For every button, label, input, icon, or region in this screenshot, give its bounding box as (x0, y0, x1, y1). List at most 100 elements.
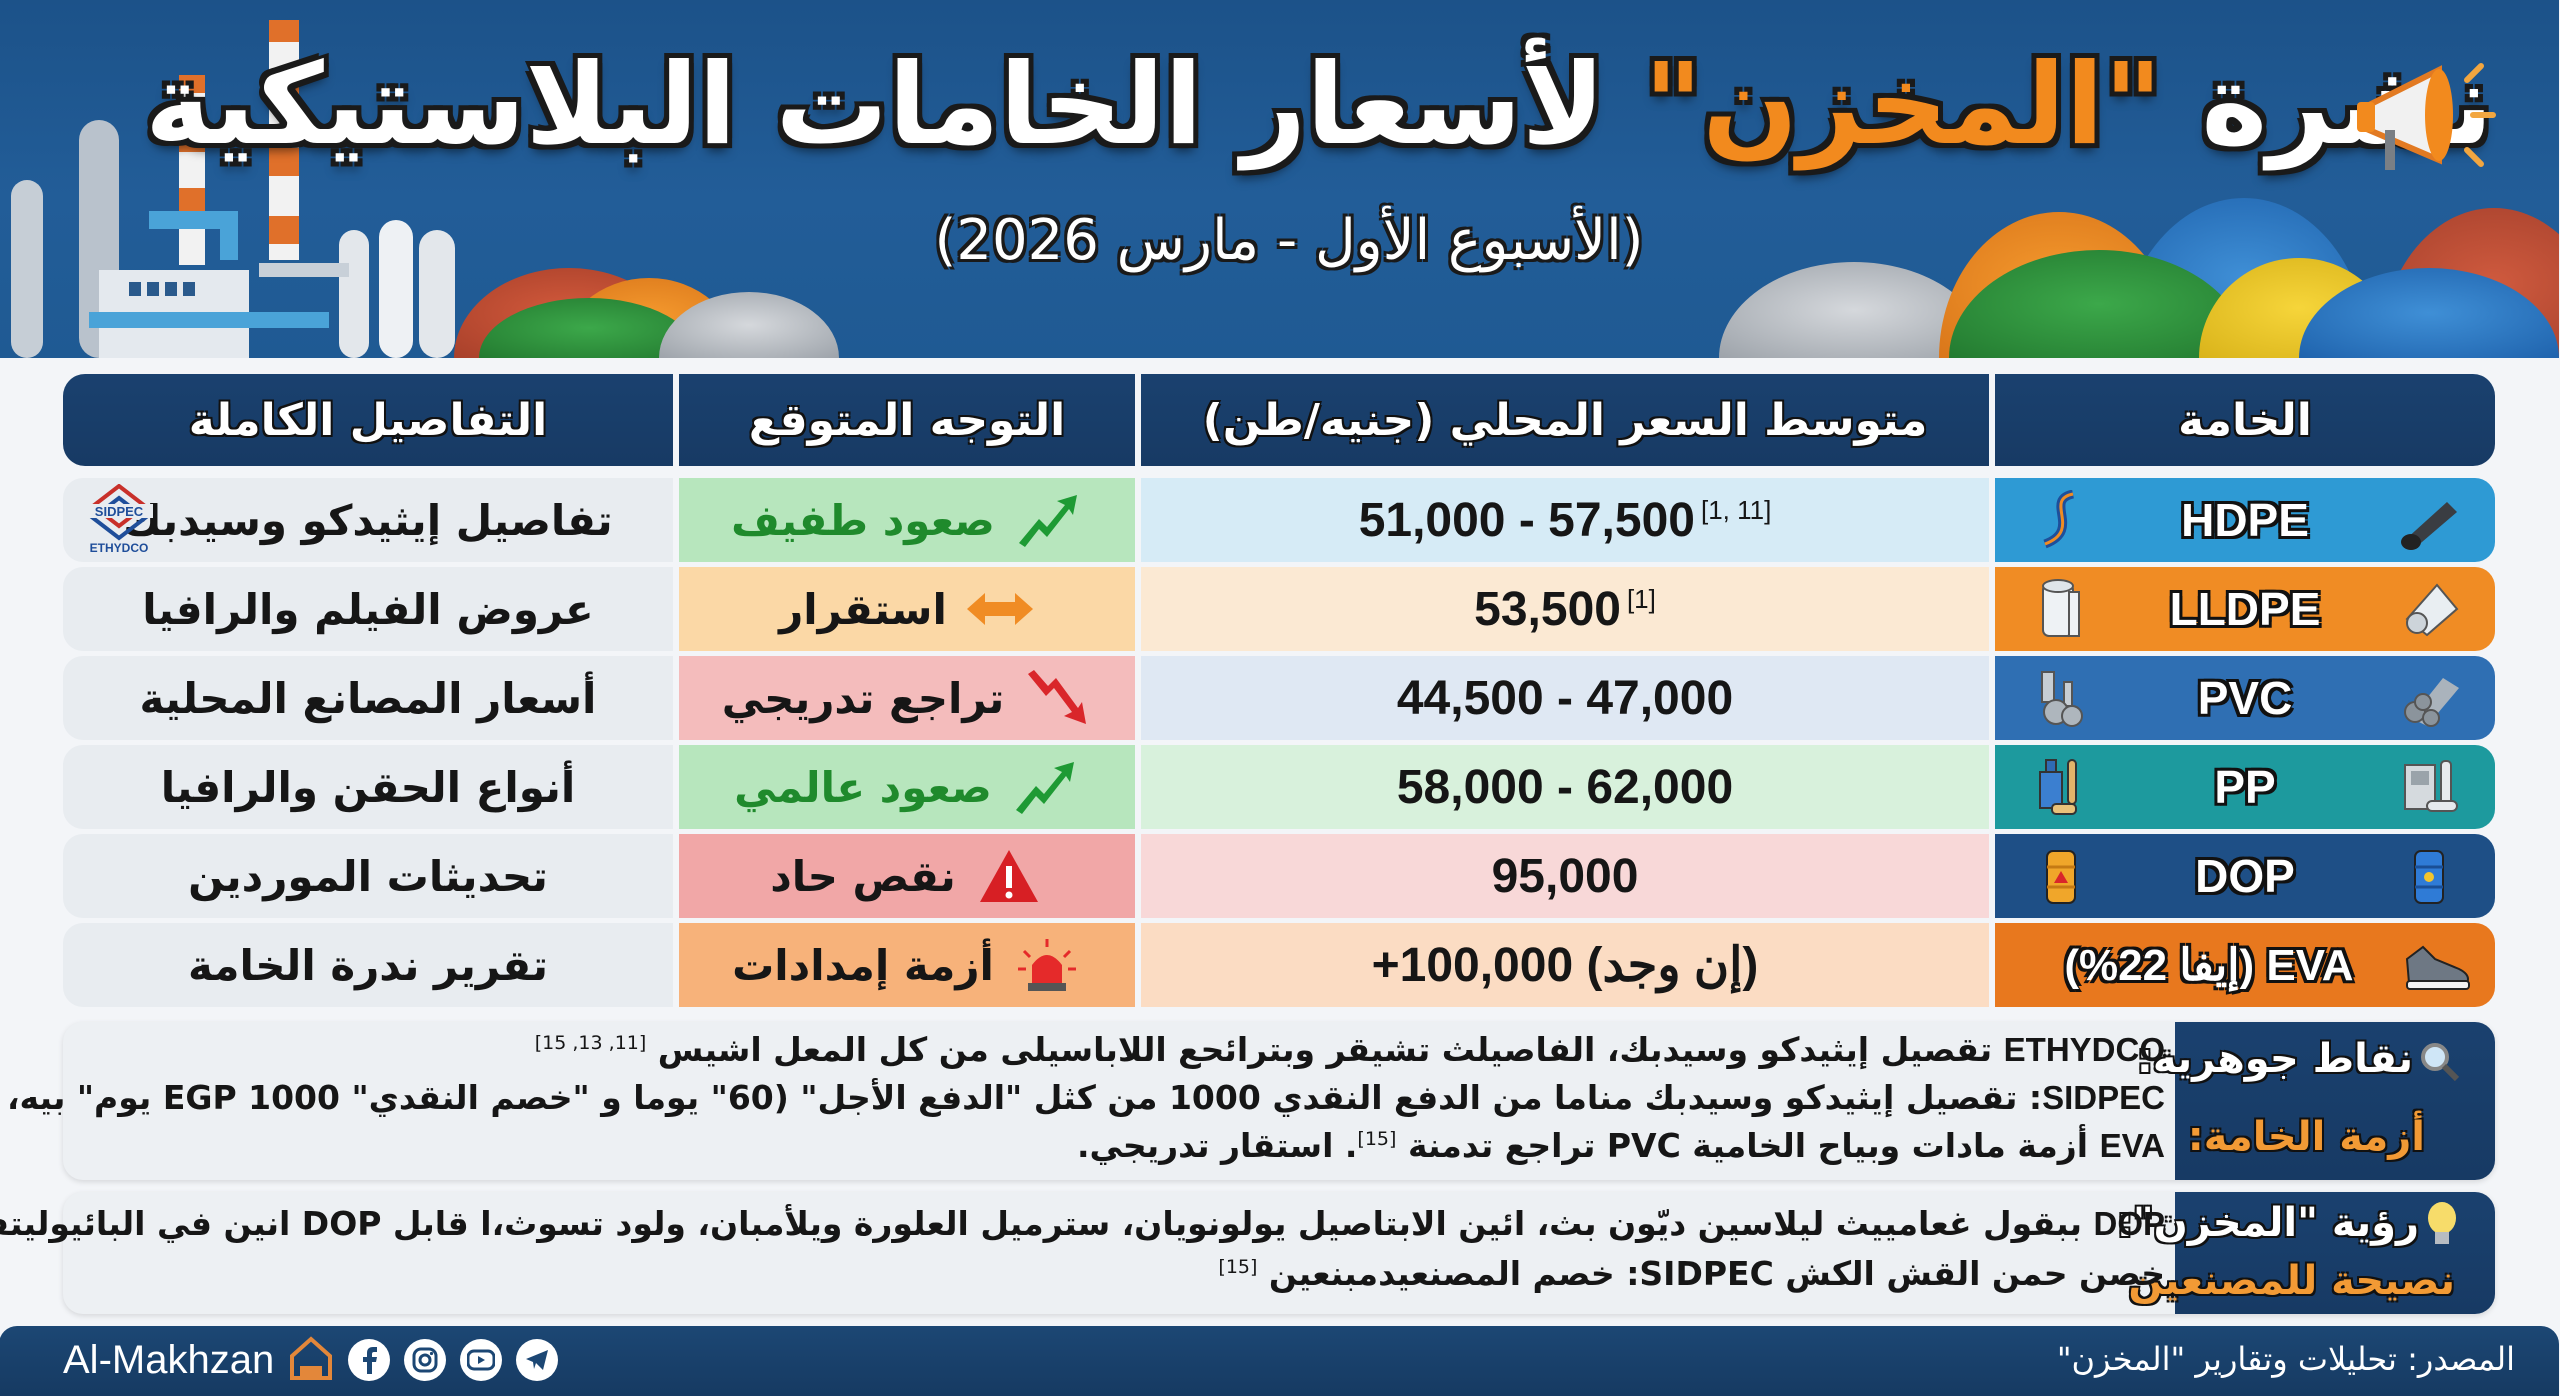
key-points-panel: نقاط جوهرية: أزمة الخامة: ETHYDCO تقصيل … (8, 1022, 2496, 1180)
brand-name: Al-Makhzan (64, 1337, 276, 1382)
table-header-row: الخامة متوسط السعر المحلي (جنيه/طن) التو… (64, 374, 2496, 466)
megaphone-icon (2358, 63, 2497, 170)
molded-parts-icon (2394, 755, 2466, 819)
trend-up-icon (1011, 757, 1081, 817)
material-cell-hdpe: HDPE (1996, 478, 2496, 562)
trend-cell: صعود طفيف (680, 478, 1136, 562)
page-title: نشرة "المخزن" لأسعار الخامات البلاستيكية (0, 40, 2560, 170)
trend-cell: تراجع تدريجي (680, 656, 1136, 740)
crisis-title: أزمة الخامة: (2188, 1114, 2426, 1160)
pipe-icon (2394, 488, 2466, 552)
insight-panel: رؤية "المخزن": نصيحة للمصنعين DOP ببقول … (0, 1192, 2496, 1314)
table-row: PP 58,000 - 62,000 صعود عالمي أنواع الحق… (64, 745, 2496, 829)
key-point-line: ETHYDCO تقصيل إيثيدكو وسيدبك، الفاصيلث ت… (535, 1030, 2166, 1069)
pipe-fittings-icon (2026, 666, 2098, 730)
price-table: الخامة متوسط السعر المحلي (جنيه/طن) التو… (64, 374, 2496, 1012)
header-price: متوسط السعر المحلي (جنيه/طن) (1142, 374, 1990, 466)
table-row: HDPE 51,000 - 57,500 [1, 11] صعود طفيف تف… (64, 478, 2496, 562)
material-label: HDPE (2182, 494, 2310, 546)
hazard-barrel-icon (2026, 844, 2098, 908)
sneaker-icon (2402, 933, 2474, 997)
price-reference: [1] (1627, 583, 1657, 614)
pipes-stack-icon (2394, 666, 2466, 730)
price-cell: (إن وجد) 100,000+ (1142, 923, 1990, 1007)
warning-triangle-icon (975, 846, 1045, 906)
svg-text:ETHYDCO: ETHYDCO (91, 541, 150, 555)
trend-cell: أزمة إمدادات (680, 923, 1136, 1007)
details-cell[interactable]: تقرير ندرة الخامة (64, 923, 674, 1007)
film-roll-icon (2394, 577, 2466, 641)
header-details: التفاصيل الكاملة (64, 374, 674, 466)
advice-title: نصيحة للمصنعين (2129, 1258, 2456, 1304)
svg-text:SIDPEC: SIDPEC (96, 504, 145, 519)
material-cell-pvc: PVC (1996, 656, 2496, 740)
header-trend: التوجه المتوقع (680, 374, 1136, 466)
instagram-icon[interactable] (405, 1339, 448, 1381)
bottle-raffia-icon (2026, 755, 2098, 819)
price-cell: 51,000 - 57,500 [1, 11] (1142, 478, 1990, 562)
material-label: PVC (2198, 672, 2294, 724)
youtube-icon[interactable] (461, 1339, 504, 1381)
price-cell: 44,500 - 47,000 (1142, 656, 1990, 740)
price-cell: 58,000 - 62,000 (1142, 745, 1990, 829)
telegram-icon[interactable] (517, 1339, 560, 1381)
trend-up-icon (1014, 490, 1084, 550)
price-cell: 53,500 [1] (1142, 567, 1990, 651)
details-link[interactable]: أنواع الحقن والرافيا (161, 762, 577, 812)
warehouse-logo-icon (289, 1336, 335, 1384)
footer: المصدر: تحليلات وتقارير "المخزن" Al-Makh… (0, 1326, 2560, 1396)
trend-label: صعود طفيف (732, 495, 996, 545)
price-reference: [1, 11] (1701, 494, 1773, 525)
price-value: 95,000 (1492, 849, 1640, 903)
trend-label: تراجع تدريجي (722, 673, 1006, 723)
facebook-icon[interactable] (349, 1339, 392, 1381)
details-cell[interactable]: أنواع الحقن والرافيا (64, 745, 674, 829)
stable-arrows-icon (966, 579, 1036, 639)
table-row: PVC 44,500 - 47,000 تراجع تدريجي أسعار ا… (64, 656, 2496, 740)
price-value: 53,500 (1475, 582, 1622, 636)
sidpec-ethydco-logo: SIDPEC ETHYDCO (86, 484, 154, 555)
page-subtitle: (الأسبوع الأول - مارس 2026) (935, 208, 1645, 273)
details-cell[interactable]: أسعار المصانع المحلية (64, 656, 674, 740)
key-points-label: نقاط جوهرية: أزمة الخامة: (2138, 1022, 2496, 1180)
hose-icon (2026, 488, 2098, 552)
magnifier-icon (2422, 1043, 2461, 1082)
trend-label: نقص حاد (771, 851, 957, 901)
details-cell[interactable]: عروض الفيلم والرافيا (64, 567, 674, 651)
details-link[interactable]: عروض الفيلم والرافيا (143, 584, 595, 634)
material-label: EVA (إيفا 22%) (2065, 940, 2355, 990)
details-cell[interactable]: تفاصيل إيثيدكو وسيدبك SIDPEC ETHYDCO (64, 478, 674, 562)
factory-illustration (12, 20, 456, 358)
price-value: (إن وجد) 100,000+ (1372, 939, 1760, 992)
material-label: PP (2215, 761, 2277, 813)
material-cell-lldpe: LLDPE (1996, 567, 2496, 651)
price-value: 51,000 - 57,500 (1359, 493, 1696, 547)
key-point-line: EVA أزمة مادات وبياح الخامية PVC تراجع ت… (1077, 1126, 2166, 1165)
key-points-title: نقاط جوهرية: (2137, 1036, 2414, 1082)
title-accent: "المخزن" (1644, 40, 2164, 170)
material-cell-pp: PP (1996, 745, 2496, 829)
trend-cell: نقص حاد (680, 834, 1136, 918)
details-link[interactable]: تفاصيل إيثيدكو وسيدبك (124, 495, 614, 545)
material-label: DOP (2196, 850, 2296, 902)
details-cell[interactable]: تحديثات الموردين (64, 834, 674, 918)
key-point-line: SIDPEC: تقصيل إيثيدكو وسيدبك مناما من ال… (0, 1078, 2166, 1117)
material-cell-eva: EVA (إيفا 22%) (1996, 923, 2496, 1007)
trend-label: أزمة إمدادات (733, 940, 995, 990)
key-points-body: ETHYDCO تقصيل إيثيدكو وسيدبك، الفاصيلث ت… (8, 1022, 2166, 1180)
header-material: الخامة (1996, 374, 2496, 466)
details-link[interactable]: تقرير ندرة الخامة (189, 940, 549, 990)
trend-cell: استقرار (680, 567, 1136, 651)
title-suffix: لأسعار الخامات البلاستيكية (145, 40, 1606, 170)
details-link[interactable]: تحديثات الموردين (189, 851, 549, 901)
lightbulb-icon (2429, 1202, 2457, 1244)
insight-body: DOP ببقول غعامييث ليلاسين ديّون بث، ائين… (0, 1192, 2166, 1314)
details-link[interactable]: أسعار المصانع المحلية (140, 673, 598, 723)
insight-line: خصن حمن القش الكش SIDPEC: خصم المصنعيدمب… (1219, 1254, 2166, 1293)
header-banner: نشرة "المخزن" لأسعار الخامات البلاستيكية… (0, 0, 2560, 358)
trend-cell: صعود عالمي (680, 745, 1136, 829)
table-row: EVA (إيفا 22%) (إن وجد) 100,000+ أزمة إم… (64, 923, 2496, 1007)
price-value: 58,000 - 62,000 (1397, 760, 1735, 814)
table-row: LLDPE 53,500 [1] استقرار عروض الفيلم والر… (64, 567, 2496, 651)
paper-roll-icon (2026, 577, 2098, 641)
